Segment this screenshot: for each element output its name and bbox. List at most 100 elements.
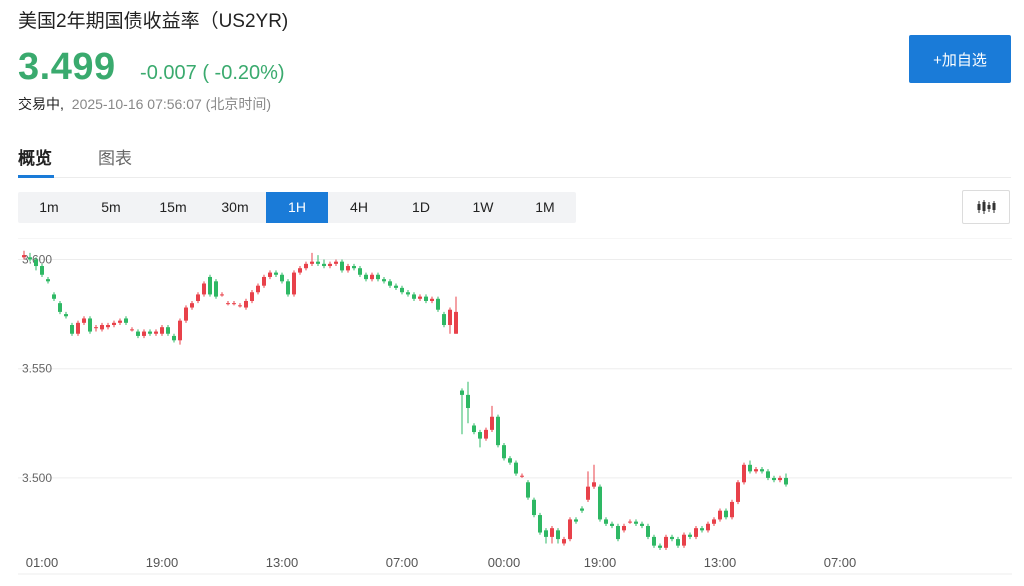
candle-body bbox=[658, 545, 662, 548]
candle-body bbox=[340, 261, 344, 271]
candle-body bbox=[670, 536, 674, 540]
price-row: 3.499 -0.007 ( -0.20%) bbox=[18, 46, 285, 89]
interval-1h[interactable]: 1H bbox=[266, 192, 328, 223]
candle bbox=[424, 294, 428, 304]
candle-body bbox=[190, 303, 194, 308]
candle-body bbox=[682, 534, 686, 546]
price-chart[interactable]: 3.6003.5503.50001:0019:0013:0007:0000:00… bbox=[18, 238, 1012, 580]
tab-bar: 概览 图表 bbox=[18, 140, 1011, 178]
candle-body bbox=[256, 285, 260, 293]
candle-body bbox=[178, 320, 182, 341]
candle-body bbox=[622, 525, 626, 531]
candle-body bbox=[184, 307, 188, 321]
candle-body bbox=[436, 298, 440, 310]
candle bbox=[130, 327, 134, 332]
candle bbox=[538, 512, 542, 535]
chart-canvas: 3.6003.5503.50001:0019:0013:0007:0000:00… bbox=[18, 238, 1012, 575]
candle-body bbox=[766, 471, 770, 478]
candle bbox=[310, 252, 314, 267]
candle-body bbox=[520, 475, 524, 477]
candle-body bbox=[724, 510, 728, 518]
candle-body bbox=[76, 322, 80, 334]
candle bbox=[382, 276, 386, 284]
candle bbox=[160, 325, 164, 336]
candle bbox=[64, 311, 68, 319]
candle-body bbox=[556, 530, 560, 540]
candle bbox=[568, 517, 572, 542]
interval-1d[interactable]: 1D bbox=[412, 199, 430, 215]
candle-body bbox=[268, 272, 272, 277]
candle bbox=[574, 517, 578, 524]
candle-body bbox=[112, 322, 116, 326]
candle-body bbox=[232, 303, 236, 305]
candle-body bbox=[310, 261, 314, 264]
interval-5m[interactable]: 5m bbox=[101, 199, 121, 215]
interval-15m[interactable]: 15m bbox=[159, 199, 187, 215]
candle-body bbox=[364, 274, 368, 280]
candle bbox=[268, 270, 272, 280]
candle-body bbox=[346, 266, 350, 271]
candle bbox=[454, 296, 458, 334]
candle-body bbox=[286, 281, 290, 295]
candle bbox=[676, 536, 680, 548]
candle-body bbox=[160, 327, 164, 334]
candle-body bbox=[712, 519, 716, 524]
candle bbox=[754, 466, 758, 474]
candle bbox=[40, 263, 44, 277]
interval-4h[interactable]: 4H bbox=[350, 199, 368, 215]
candle-body bbox=[502, 445, 506, 459]
candle-body bbox=[772, 477, 776, 481]
candle bbox=[610, 521, 614, 529]
candle bbox=[364, 272, 368, 282]
candle-body bbox=[64, 314, 68, 317]
candle bbox=[214, 279, 218, 299]
candle bbox=[724, 508, 728, 520]
add-watchlist-button[interactable]: +加自选 bbox=[909, 35, 1011, 83]
trading-status-row: 交易中, 2025-10-16 07:56:07 (北京时间) bbox=[18, 94, 271, 114]
chart-type-button[interactable] bbox=[962, 190, 1010, 224]
candle-body bbox=[652, 536, 656, 546]
candle-body bbox=[118, 320, 122, 323]
candle bbox=[658, 543, 662, 550]
x-tick-label: 01:00 bbox=[26, 555, 59, 570]
candle bbox=[202, 281, 206, 297]
candle bbox=[106, 322, 110, 330]
candle-body bbox=[226, 303, 230, 305]
candle bbox=[328, 261, 332, 269]
tab-chart[interactable]: 图表 bbox=[98, 149, 132, 168]
candle bbox=[400, 285, 404, 295]
candle bbox=[514, 460, 518, 476]
interval-1w[interactable]: 1W bbox=[472, 199, 494, 215]
candle-body bbox=[418, 296, 422, 299]
candle bbox=[388, 279, 392, 288]
candle bbox=[142, 329, 146, 339]
candle-body bbox=[214, 281, 218, 297]
candle bbox=[76, 320, 80, 336]
candle bbox=[592, 464, 596, 489]
page-title: 美国2年期国债收益率（US2YR) bbox=[18, 11, 289, 32]
candle bbox=[478, 429, 482, 448]
candle-body bbox=[778, 477, 782, 481]
tab-overview[interactable]: 概览 bbox=[18, 149, 52, 168]
candle bbox=[280, 272, 284, 284]
candle bbox=[352, 263, 356, 271]
candle bbox=[46, 276, 50, 284]
candle-body bbox=[100, 325, 104, 330]
candle bbox=[628, 519, 632, 524]
candle-body bbox=[382, 279, 386, 282]
candle-body bbox=[148, 331, 152, 334]
candle-body bbox=[400, 287, 404, 293]
candle bbox=[460, 388, 464, 435]
candle-body bbox=[442, 314, 446, 326]
candle bbox=[682, 532, 686, 548]
interval-1mo[interactable]: 1M bbox=[535, 199, 555, 215]
candle-body bbox=[526, 482, 530, 498]
interval-30m[interactable]: 30m bbox=[221, 199, 249, 215]
candle-body bbox=[616, 525, 620, 540]
candle-body bbox=[322, 263, 326, 267]
candle bbox=[466, 381, 470, 424]
candle-body bbox=[448, 309, 452, 326]
candle-body bbox=[124, 318, 128, 323]
candle bbox=[22, 250, 26, 260]
interval-1m[interactable]: 1m bbox=[39, 199, 59, 215]
